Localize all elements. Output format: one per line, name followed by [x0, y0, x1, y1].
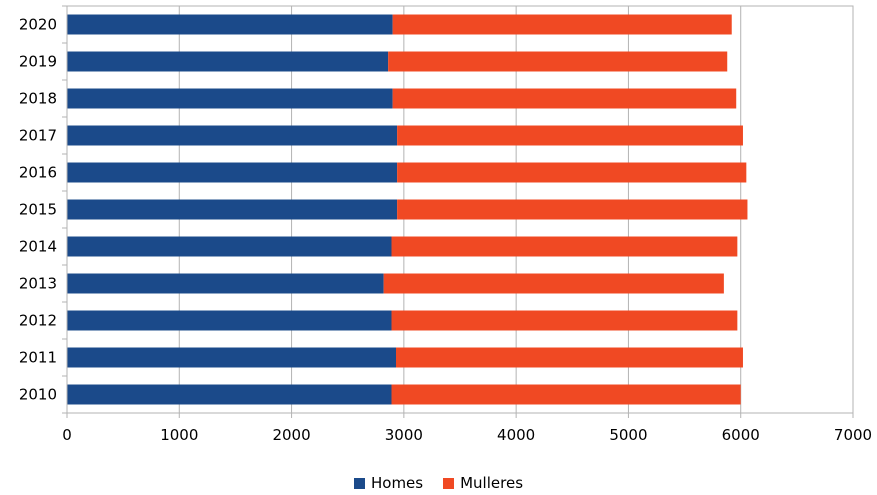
bar-mulleres-2015 — [397, 199, 748, 220]
bar-mulleres-2017 — [397, 125, 743, 146]
legend-label-homes: Homes — [370, 474, 424, 492]
bar-homes-2018 — [67, 88, 393, 109]
plot-frame — [66, 5, 854, 414]
bar-mulleres-2016 — [397, 162, 747, 183]
bar-homes-2012 — [67, 310, 392, 331]
x-axis-labels: 0 1000 2000 3000 4000 5000 6000 7000 — [62, 426, 872, 444]
y-tick-label-2013: 2013 — [19, 275, 57, 293]
y-tick-label-2012: 2012 — [19, 312, 57, 330]
bar-homes-2011 — [67, 347, 396, 368]
x-tick-label-5000: 5000 — [609, 426, 647, 444]
bar-homes-2017 — [67, 125, 398, 146]
bars — [67, 14, 748, 405]
y-tick-label-2018: 2018 — [19, 90, 57, 108]
x-tick-label-1000: 1000 — [160, 426, 198, 444]
bar-mulleres-2012 — [391, 310, 738, 331]
y-axis-labels: 2020 2019 2018 2017 2016 2015 2014 2013 2012 2011… — [19, 16, 57, 404]
bar-homes-2010 — [67, 384, 392, 405]
bar-homes-2014 — [67, 236, 392, 257]
y-tick-label-2015: 2015 — [19, 201, 57, 219]
x-tick-label-7000: 7000 — [834, 426, 872, 444]
bar-homes-2015 — [67, 199, 398, 220]
y-tick-label-2011: 2011 — [19, 349, 57, 367]
bar-mulleres-2019 — [388, 51, 728, 72]
x-tick-label-4000: 4000 — [497, 426, 535, 444]
bar-homes-2013 — [67, 273, 384, 294]
legend-item-homes: Homes — [353, 474, 424, 492]
legend-swatch-mulleres — [443, 477, 455, 489]
y-tick-label-2016: 2016 — [19, 164, 57, 182]
y-tick-label-2010: 2010 — [19, 386, 57, 404]
legend: Homes Mulleres — [0, 474, 877, 492]
bar-homes-2019 — [67, 51, 389, 72]
y-tick-label-2017: 2017 — [19, 127, 57, 145]
x-tick-label-2000: 2000 — [272, 426, 310, 444]
legend-item-mulleres: Mulleres — [443, 474, 523, 492]
y-tick-label-2020: 2020 — [19, 16, 57, 34]
legend-swatch-homes — [353, 477, 365, 489]
x-tick-label-3000: 3000 — [385, 426, 423, 444]
stacked-bar-chart: 2020 2019 2018 2017 2016 2015 2014 2013 2012 2011… — [19, 5, 872, 444]
bar-homes-2016 — [67, 162, 398, 183]
x-tick-label-0: 0 — [62, 426, 72, 444]
legend-label-mulleres: Mulleres — [460, 474, 524, 492]
axes — [62, 5, 854, 418]
bar-mulleres-2010 — [391, 384, 741, 405]
bar-mulleres-2011 — [395, 347, 743, 368]
y-tick-label-2014: 2014 — [19, 238, 57, 256]
y-tick-label-2019: 2019 — [19, 53, 57, 71]
bar-mulleres-2014 — [391, 236, 738, 257]
bar-mulleres-2020 — [392, 14, 732, 35]
bar-homes-2020 — [67, 14, 393, 35]
bar-mulleres-2018 — [392, 88, 737, 109]
x-tick-label-6000: 6000 — [722, 426, 760, 444]
bar-mulleres-2013 — [383, 273, 724, 294]
